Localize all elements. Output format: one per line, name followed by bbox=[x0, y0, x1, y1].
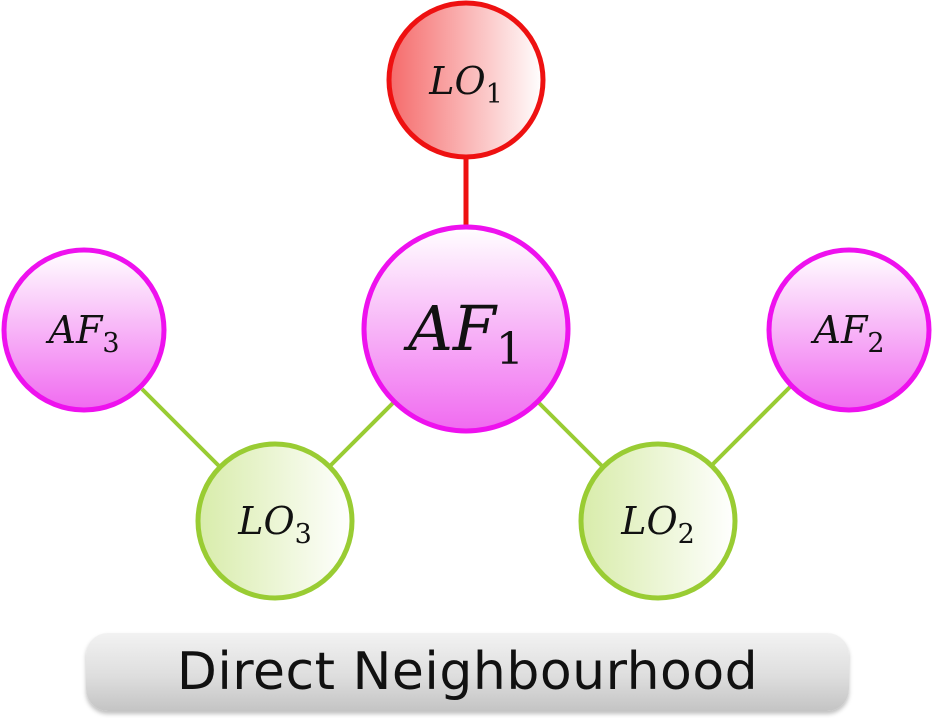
node-lo2-label: LO2 bbox=[620, 499, 695, 550]
node-af1-circle bbox=[361, 224, 571, 434]
node-af2-label: AF2 bbox=[811, 308, 885, 359]
node-lo2-circle bbox=[578, 441, 738, 601]
node-af1-label: AF1 bbox=[403, 292, 524, 375]
edge-lo3-af3 bbox=[140, 387, 222, 469]
node-lo3-label: LO3 bbox=[237, 499, 312, 550]
node-af2-circle bbox=[766, 247, 932, 413]
node-af3-label: AF3 bbox=[46, 308, 120, 359]
edges bbox=[140, 158, 792, 469]
node-lo1-label: LO1 bbox=[428, 59, 503, 110]
node-af3: AF3 bbox=[1, 247, 167, 413]
node-lo2: LO2 bbox=[578, 441, 738, 601]
edge-af1-lo3 bbox=[328, 401, 395, 468]
node-lo1-circle bbox=[386, 0, 546, 160]
node-lo3-circle bbox=[195, 441, 355, 601]
node-lo3: LO3 bbox=[195, 441, 355, 601]
node-af1: AF1 bbox=[361, 224, 571, 434]
node-lo1: LO1 bbox=[386, 0, 546, 160]
edge-lo2-af2 bbox=[711, 385, 792, 466]
edge-af1-lo2 bbox=[537, 401, 604, 468]
node-af2: AF2 bbox=[766, 247, 932, 413]
node-af3-circle bbox=[1, 247, 167, 413]
caption-bar: Direct Neighbourhood bbox=[86, 633, 849, 711]
diagram-caption: Direct Neighbourhood bbox=[176, 642, 759, 702]
